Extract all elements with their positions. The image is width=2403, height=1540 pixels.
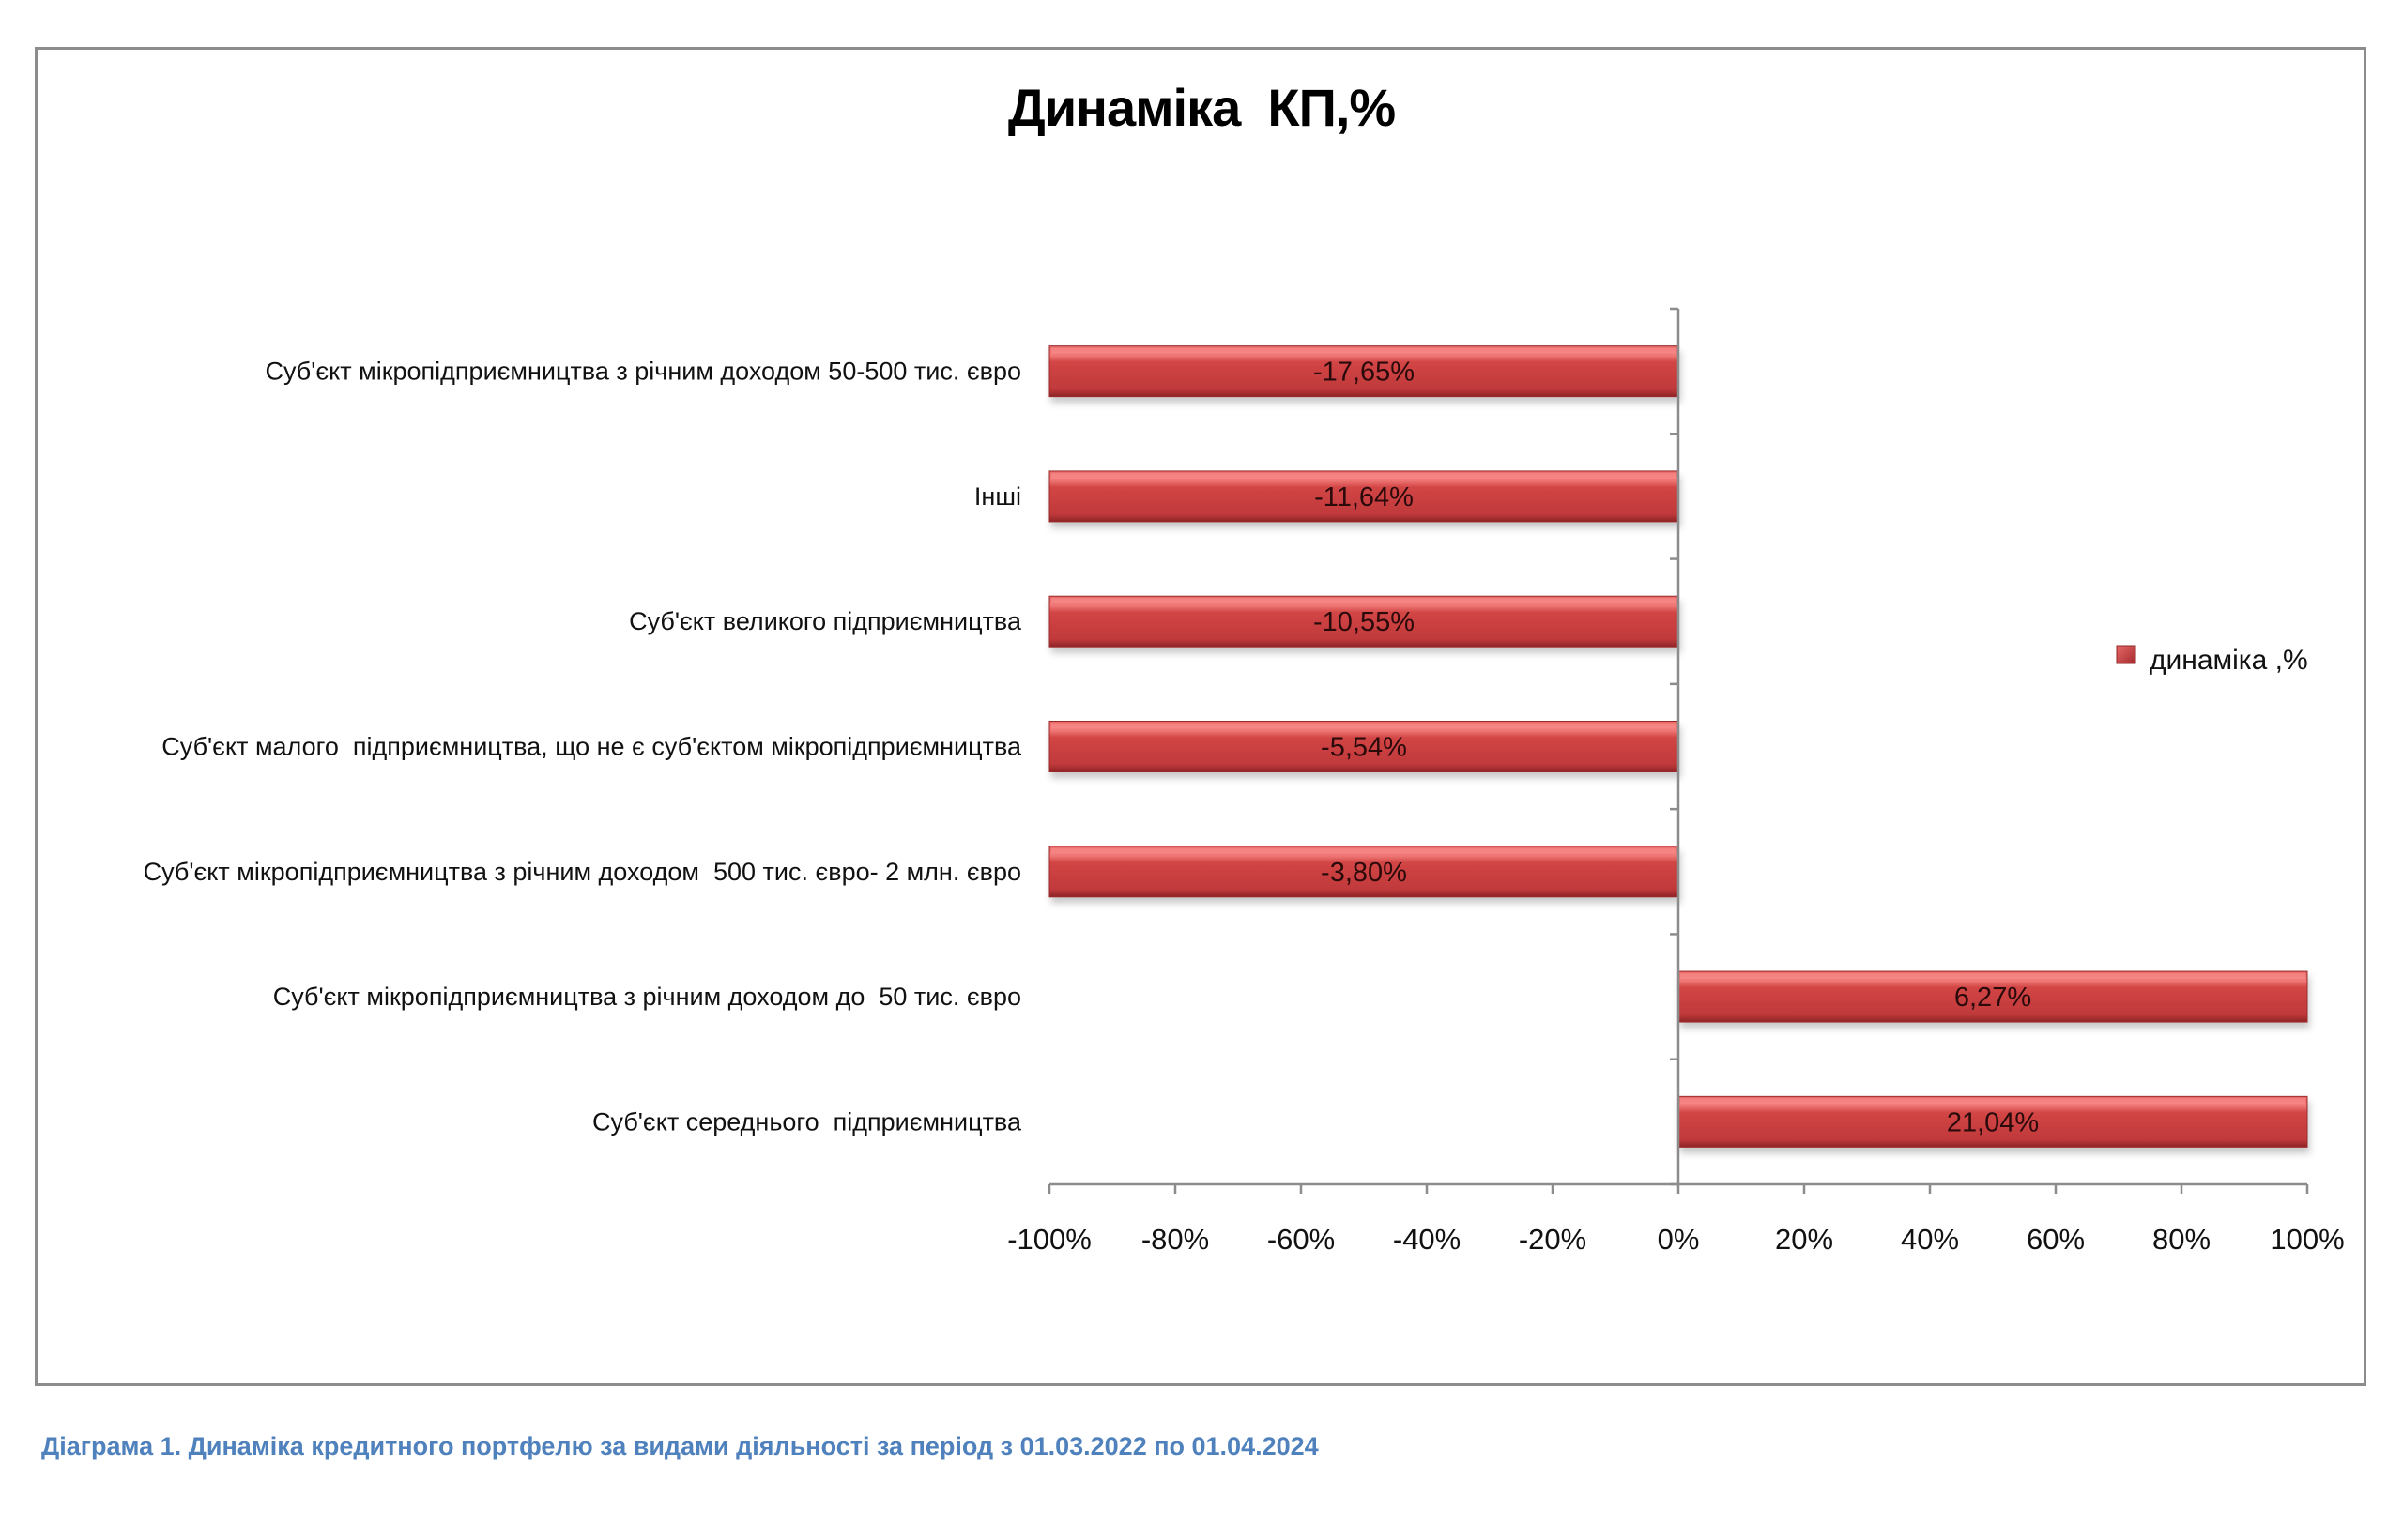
data-label: -17,65% bbox=[1313, 358, 1415, 388]
bar bbox=[1677, 970, 2308, 1023]
chart-title: Динаміка КП,% bbox=[1007, 78, 1396, 137]
data-label: 6,27% bbox=[1954, 983, 2031, 1013]
legend-swatch bbox=[2116, 645, 2136, 664]
category-label: Суб'єкт малого підприємництва, що не є с… bbox=[161, 733, 1022, 761]
bar bbox=[1048, 846, 1679, 898]
bar bbox=[1677, 1095, 2308, 1148]
data-label: -5,54% bbox=[1321, 733, 1407, 763]
data-label: -3,80% bbox=[1321, 858, 1407, 888]
x-tick-label: -80% bbox=[1141, 1223, 1209, 1256]
category-label: Суб'єкт мікропідприємництва з річним дох… bbox=[265, 358, 1021, 386]
x-tick-label: -20% bbox=[1519, 1223, 1586, 1256]
bar-highlight bbox=[1051, 347, 1676, 354]
bars-group: -17,65% -11,64% -10,55% -5,54% -3,80% 6,27% 21… bbox=[1048, 345, 2308, 1148]
x-tick-label: -100% bbox=[1007, 1223, 1092, 1256]
figure-caption: Діаграма 1. Динаміка кредитного портфелю… bbox=[41, 1432, 1319, 1460]
bar-highlight bbox=[1051, 847, 1676, 854]
bar-highlight bbox=[1051, 598, 1676, 604]
chart-frame bbox=[35, 47, 2366, 1386]
bar bbox=[1048, 470, 1679, 523]
data-label: -10,55% bbox=[1313, 607, 1415, 637]
category-label: Суб'єкт середнього підприємництва bbox=[592, 1107, 1022, 1136]
data-label: 21,04% bbox=[1947, 1107, 2039, 1137]
x-tick-label: 40% bbox=[1901, 1223, 1959, 1256]
x-tick-label: 60% bbox=[2027, 1223, 2085, 1256]
axes-group bbox=[1048, 307, 2309, 1194]
bar bbox=[1048, 721, 1679, 772]
bar-highlight bbox=[1680, 973, 2305, 980]
x-tick-label: 100% bbox=[2270, 1223, 2344, 1256]
category-label: Суб'єкт великого підприємництва bbox=[629, 607, 1022, 635]
x-tick-label: 20% bbox=[1775, 1223, 1833, 1256]
category-label: Інші bbox=[974, 482, 1021, 511]
legend: динаміка ,% bbox=[2116, 645, 2308, 676]
legend-label: динаміка ,% bbox=[2150, 645, 2308, 676]
x-tick-label: 0% bbox=[1658, 1223, 1700, 1256]
category-label: Суб'єкт мікропідприємництва з річним дох… bbox=[144, 858, 1021, 886]
x-tick-label: -40% bbox=[1393, 1223, 1461, 1256]
bar bbox=[1048, 595, 1679, 648]
bar-highlight bbox=[1680, 1098, 2305, 1105]
x-tick-label: -60% bbox=[1267, 1223, 1335, 1256]
x-tick-labels: -100% -80% -60% -40% -20% 0% 20% 40% 60% 80% 100% bbox=[1007, 1223, 2344, 1256]
bar-highlight bbox=[1051, 723, 1676, 729]
x-tick-label: 80% bbox=[2152, 1223, 2211, 1256]
category-label: Суб'єкт мікропідприємництва з річним дох… bbox=[273, 983, 1021, 1011]
data-label: -11,64% bbox=[1314, 482, 1414, 512]
category-labels: Суб'єкт мікропідприємництва з річним дох… bbox=[144, 358, 1022, 1136]
bar-highlight bbox=[1051, 472, 1676, 479]
